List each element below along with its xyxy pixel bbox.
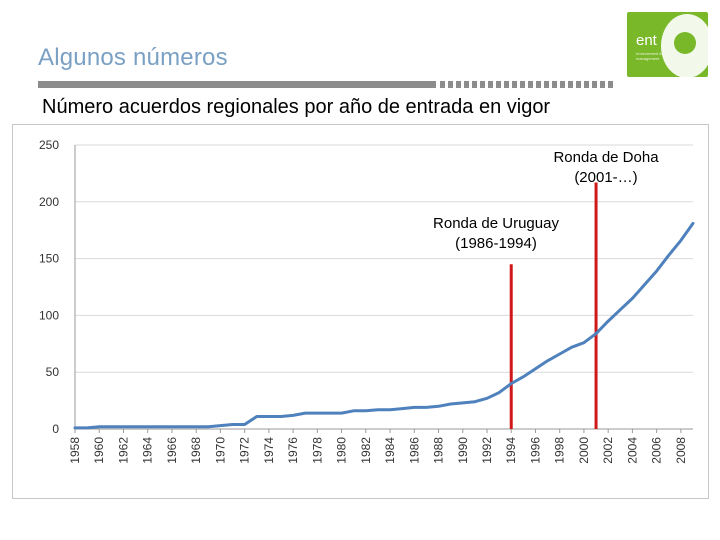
x-tick-label: 1998 xyxy=(553,437,567,464)
logo-subtext: environment & management xyxy=(636,51,662,61)
x-tick-label: 1990 xyxy=(456,437,470,464)
chart-subtitle: Número acuerdos regionales por año de en… xyxy=(42,96,551,118)
x-tick-label: 1976 xyxy=(286,437,300,464)
x-tick-label: 1970 xyxy=(213,437,227,464)
y-tick-label: 0 xyxy=(52,422,59,436)
x-tick-label: 1996 xyxy=(528,437,542,464)
logo-emblem-icon xyxy=(661,14,708,77)
x-tick-label: 1982 xyxy=(359,437,373,464)
x-tick-label: 1980 xyxy=(335,437,349,464)
title-divider xyxy=(38,81,436,88)
x-tick-label: 2000 xyxy=(577,437,591,464)
x-tick-label: 2006 xyxy=(650,437,664,464)
x-tick-label: 1974 xyxy=(262,437,276,464)
company-logo: ent environment & management xyxy=(627,12,708,77)
x-tick-label: 1984 xyxy=(383,437,397,464)
x-tick-label: 1988 xyxy=(432,437,446,464)
series-line xyxy=(73,221,695,430)
round-annotation-label: Ronda de Uruguay (1986-1994) xyxy=(433,215,559,252)
x-tick-label: 2004 xyxy=(625,437,639,464)
y-tick-label: 250 xyxy=(39,138,59,152)
x-tick-label: 1964 xyxy=(141,437,155,464)
y-tick-label: 50 xyxy=(46,365,60,379)
y-tick-label: 200 xyxy=(39,195,59,209)
x-tick-label: 1994 xyxy=(504,437,518,464)
x-tick-label: 1992 xyxy=(480,437,494,464)
x-tick-label: 2008 xyxy=(674,437,688,464)
x-tick-label: 1958 xyxy=(68,437,82,464)
logo-text: ent xyxy=(636,32,657,49)
x-tick-label: 1960 xyxy=(92,437,106,464)
x-tick-label: 2002 xyxy=(601,437,615,464)
slide-title: Algunos números xyxy=(38,44,228,71)
x-tick-label: 1968 xyxy=(189,437,203,464)
y-tick-label: 100 xyxy=(39,308,59,322)
round-annotation-label: Ronda de Doha (2001-…) xyxy=(553,149,659,186)
y-tick-label: 150 xyxy=(39,252,59,266)
x-tick-label: 1966 xyxy=(165,437,179,464)
chart-container: 0 50 100 150 200 250 1958 1960 1962 1964 1966 1968 1… xyxy=(12,124,709,499)
x-tick-label: 1972 xyxy=(238,437,252,464)
agreements-line-chart: 0 50 100 150 200 250 1958 1960 1962 1964 1966 1968 1… xyxy=(39,138,695,464)
title-divider-dotted xyxy=(440,81,616,88)
x-tick-label: 1978 xyxy=(310,437,324,464)
x-tick-label: 1986 xyxy=(407,437,421,464)
x-tick-label: 1962 xyxy=(116,437,130,464)
